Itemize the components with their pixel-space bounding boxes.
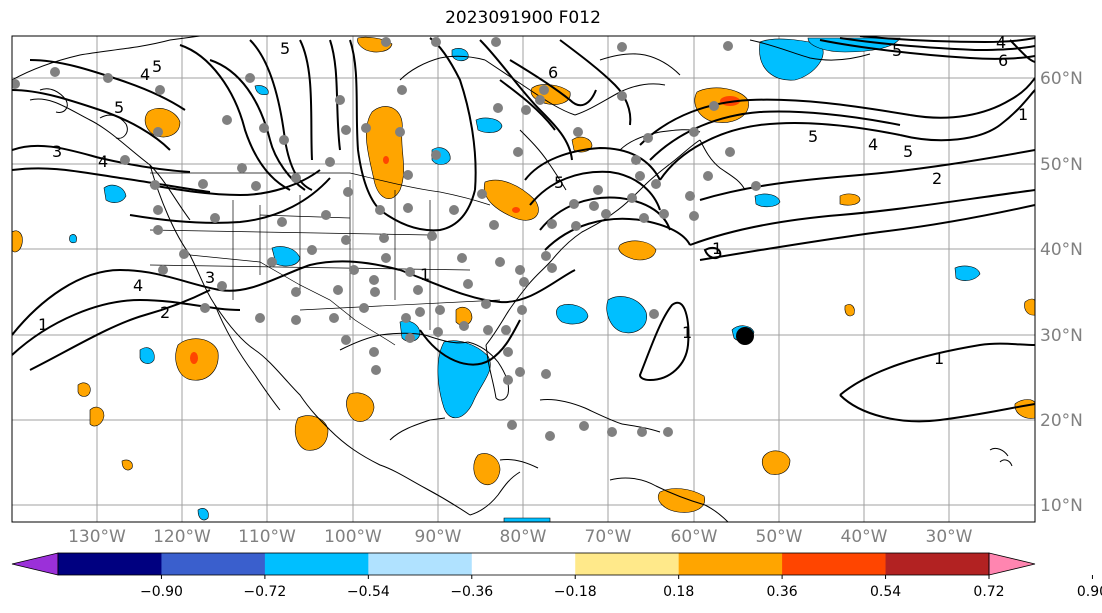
contour-label: 4 [140,65,150,84]
lon-label: 90°W [415,527,462,547]
contour-label: 1 [1018,105,1028,124]
contour-label: 5 [892,41,902,60]
colorbar-tick-label: −0.90 [140,584,183,600]
colorbar-segment [885,553,990,575]
colorbar-tick-label: 0.36 [767,584,798,600]
contour-label: 5 [554,173,564,192]
map-frame [11,35,1036,523]
lon-label: 130°W [68,527,126,547]
contour-label: 1 [420,265,430,284]
political-borders [149,172,501,346]
graticule [12,36,1035,522]
lon-label: 40°W [841,527,888,547]
contour-label: 3 [205,268,215,287]
colorbar-segment [575,553,680,575]
lon-label: 100°W [324,527,382,547]
lon-label: 30°W [926,527,973,547]
contour-label: 5 [903,142,913,161]
lon-label: 80°W [500,527,547,547]
lon-label: 110°W [238,527,296,547]
colorbar-tick-labels: −0.90 −0.72 −0.54 −0.36 −0.18 0.18 0.36 0.54 0.7… [140,575,1102,600]
contour-lines [12,36,1035,423]
colorbar-extend-high [988,552,1036,576]
station-markers [12,37,761,441]
contour-label: 4 [996,33,1006,52]
lat-label: 10°N [1040,496,1083,516]
lat-label: 30°N [1040,326,1083,346]
contour-label: 5 [152,57,162,76]
coastlines [12,36,1013,522]
colorbar-frame [57,552,990,576]
contour-label: 3 [52,142,62,161]
lon-label: 60°W [671,527,718,547]
colorbar-segment [161,553,266,575]
lat-label: 50°N [1040,155,1083,175]
contour-label: 4 [133,276,143,295]
map-title: 2023091900 F012 [445,8,601,28]
contour-label: 5 [280,39,290,58]
colorbar-tick-label: −0.72 [243,584,286,600]
colorbar [11,552,1036,576]
contour-label: 4 [98,152,108,171]
contour-label-group: 4 5 5 3 4 5 6 4 5 6 5 4 5 2 5 1 1 1 1 4 … [38,33,1028,368]
colorbar-tick-label: 0.18 [663,584,694,600]
contour-label: 2 [932,169,942,188]
longitude-labels: 130°W 120°W 110°W 100°W 90°W 80°W 70°W 6… [68,527,973,547]
contour-label: 1 [934,349,944,368]
latitude-labels: 60°N 50°N 40°N 30°N 20°N 10°N [1040,69,1083,516]
contour-label: 6 [998,51,1008,70]
colorbar-segment [264,553,369,575]
lon-label: 70°W [585,527,632,547]
colorbar-tick-label: 0.72 [973,584,1004,600]
colorbar-segment [58,553,162,575]
lat-label: 60°N [1040,69,1083,89]
contour-label: 1 [712,239,722,258]
lon-label: 50°W [756,527,803,547]
colorbar-segment [368,553,473,575]
colorbar-extend-low [11,552,59,576]
lon-label: 120°W [153,527,211,547]
colorbar-segment [782,553,887,575]
colorbar-tick-label: 0.54 [870,584,901,600]
colorbar-tick-label: −0.54 [347,584,390,600]
colorbar-segment [678,553,783,575]
storm-center-marker [736,327,754,345]
colorbar-tick-label: −0.36 [450,584,493,600]
contour-label: 4 [868,135,878,154]
colorbar-segment [471,553,576,575]
colorbar-tick-label: 0.90 [1077,584,1102,600]
contour-label: 5 [808,127,818,146]
lat-label: 20°N [1040,411,1083,431]
colorbar-tick-label: −0.18 [554,584,597,600]
contour-label: 1 [682,323,692,342]
contour-label: 1 [38,315,48,334]
contour-label: 6 [548,63,558,82]
contour-label: 5 [114,98,124,117]
contour-label: 2 [160,303,170,322]
lat-label: 40°N [1040,240,1083,260]
